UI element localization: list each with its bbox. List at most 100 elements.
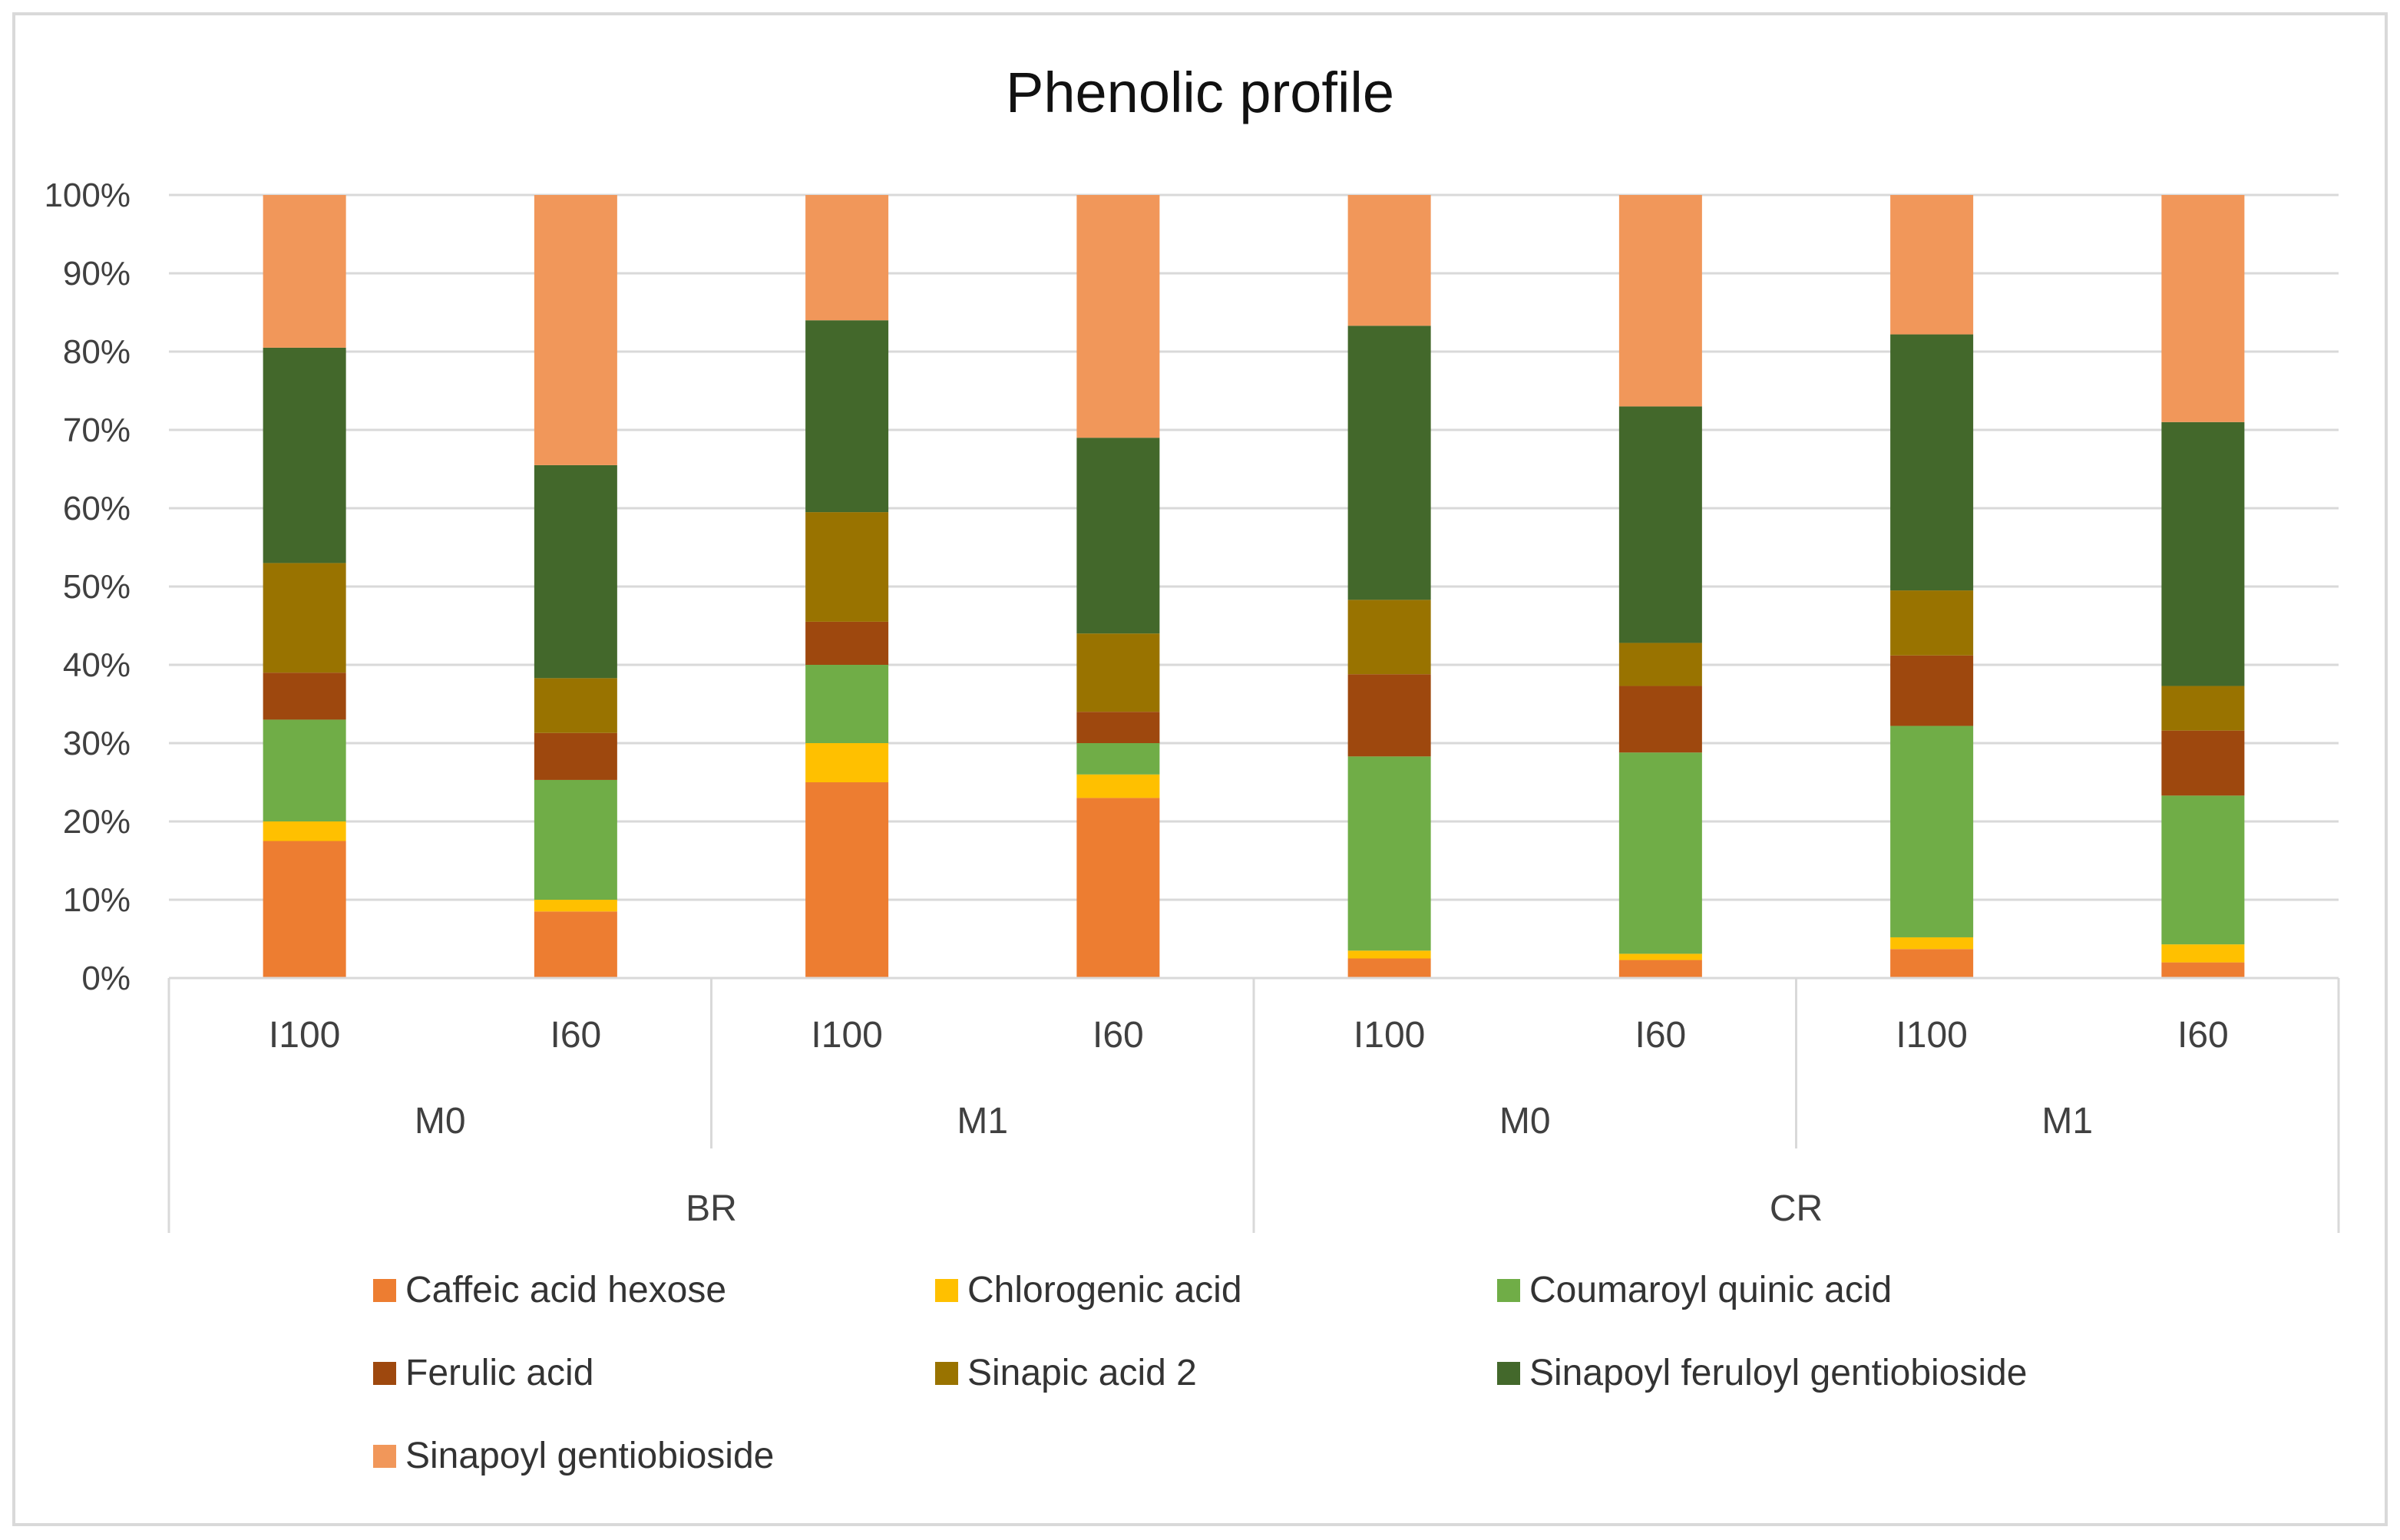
bar-segment <box>1890 725 1974 937</box>
bar-segment <box>1890 655 1974 726</box>
legend-swatch <box>935 1362 958 1385</box>
chart-title: Phenolic profile <box>1006 61 1394 124</box>
bar-segment <box>805 782 889 978</box>
bar-segment <box>534 464 617 679</box>
bar-segment <box>1618 953 1702 960</box>
legend-swatch <box>373 1279 396 1302</box>
bar-segment <box>534 678 617 733</box>
x-tick-label: I60 <box>1635 1015 1687 1056</box>
chart-border <box>12 12 2388 1526</box>
legend-swatch <box>935 1279 958 1302</box>
legend-swatch <box>373 1362 396 1385</box>
bar-segment <box>805 665 889 743</box>
bar-segment <box>1347 756 1431 951</box>
bar-segment <box>1076 798 1160 978</box>
x-supergroup-label: CR <box>1770 1188 1823 1229</box>
bar-segment <box>1618 195 1702 407</box>
legend-label: Chlorogenic acid <box>967 1270 1242 1310</box>
x-group-label: M1 <box>2041 1101 2093 1142</box>
legend-label: Sinapic acid 2 <box>967 1353 1197 1393</box>
bar-segment <box>534 779 617 900</box>
x-group-label: M0 <box>1499 1101 1551 1142</box>
x-tick-label: I60 <box>2177 1015 2229 1056</box>
bar-segment <box>1076 438 1160 634</box>
legend-label: Sinapoyl feruloyl gentiobioside <box>1529 1353 2027 1393</box>
bar-segment <box>1076 743 1160 775</box>
x-group-label: M1 <box>957 1101 1008 1142</box>
y-tick-label: 30% <box>63 725 131 762</box>
bar-segment <box>1890 195 1974 335</box>
bar-segment <box>2161 195 2245 422</box>
bar-segment <box>263 195 346 348</box>
bar-stacks <box>263 195 2245 978</box>
bar-segment <box>263 563 346 673</box>
bar-segment <box>2161 944 2245 963</box>
legend-swatch <box>1497 1362 1520 1385</box>
x-tick-label: I60 <box>550 1015 602 1056</box>
y-tick-label: 70% <box>63 411 131 449</box>
bar-segment <box>2161 421 2245 686</box>
bar-segment <box>805 320 889 513</box>
bar-segment <box>2161 795 2245 945</box>
bar-segment <box>805 195 889 321</box>
bar-segment <box>1076 774 1160 798</box>
legend-swatch <box>1497 1279 1520 1302</box>
y-tick-label: 90% <box>63 255 131 292</box>
x-tick-label: I100 <box>1354 1015 1425 1056</box>
bar-segment <box>534 900 617 912</box>
bar-segment <box>534 195 617 465</box>
y-tick-label: 80% <box>63 333 131 371</box>
bar-segment <box>1347 674 1431 757</box>
legend-label: Sinapoyl gentiobioside <box>405 1436 774 1476</box>
bar-segment <box>1618 752 1702 954</box>
bar-segment <box>263 719 346 821</box>
bar-segment <box>1076 633 1160 712</box>
x-tick-label: I100 <box>269 1015 340 1056</box>
y-tick-label: 60% <box>63 490 131 527</box>
category-axis: I100 I60 I100 I60 I100 I60 I100 I60 M0 M1 M0 M1 BR CR <box>167 977 2340 1233</box>
bar-segment <box>2161 962 2245 978</box>
y-tick-label: 40% <box>63 646 131 684</box>
bar-segment <box>1890 590 1974 656</box>
bar-segment <box>534 732 617 780</box>
bar-segment <box>534 911 617 978</box>
bar-segment <box>263 673 346 720</box>
legend-label: Caffeic acid hexose <box>405 1270 726 1310</box>
legend: Caffeic acid hexose Chlorogenic acid Couma… <box>373 1270 2027 1476</box>
y-tick-label: 20% <box>63 803 131 841</box>
legend-label: Coumaroyl quinic acid <box>1529 1270 1892 1310</box>
bar-segment <box>1347 600 1431 675</box>
bar-segment <box>1347 326 1431 600</box>
legend-label: Ferulic acid <box>405 1353 593 1393</box>
bar-segment <box>263 347 346 563</box>
bar-segment <box>1890 937 1974 950</box>
bar-segment <box>1347 958 1431 978</box>
x-group-label: M0 <box>415 1101 466 1142</box>
x-tick-label: I100 <box>811 1015 882 1056</box>
bar-segment <box>1618 406 1702 643</box>
bar-segment <box>1076 195 1160 438</box>
y-axis-tick-labels: 0% 10% 20% 30% 40% 50% 60% 70% 80% 90% 100% <box>44 177 131 997</box>
bar-segment <box>1890 949 1974 978</box>
x-tick-label: I100 <box>1896 1015 1967 1056</box>
bar-segment <box>1618 686 1702 753</box>
legend-swatch <box>373 1445 396 1468</box>
bar-segment <box>1618 643 1702 686</box>
bar-segment <box>2161 686 2245 731</box>
bar-segment <box>2161 730 2245 796</box>
bar-segment <box>1347 950 1431 959</box>
y-tick-label: 100% <box>44 177 131 214</box>
bar-segment <box>1076 712 1160 743</box>
bar-segment <box>805 512 889 622</box>
y-tick-label: 50% <box>63 568 131 606</box>
bar-segment <box>1618 960 1702 978</box>
bar-segment <box>805 743 889 782</box>
bar-segment <box>1890 334 1974 591</box>
bar-segment <box>805 621 889 665</box>
y-tick-label: 0% <box>81 960 131 997</box>
bar-segment <box>1347 195 1431 326</box>
x-tick-label: I60 <box>1093 1015 1144 1056</box>
x-supergroup-label: BR <box>686 1188 737 1229</box>
